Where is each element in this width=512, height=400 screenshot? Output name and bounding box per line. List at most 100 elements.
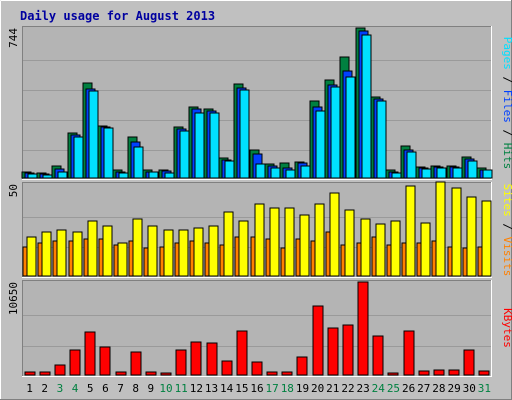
bar-sites-day-9: [147, 225, 158, 277]
bar-sites-day-3: [56, 229, 67, 277]
x-tick-label: 12: [190, 382, 203, 395]
x-tick-label: 4: [72, 382, 79, 395]
bar-pages-day-7: [118, 172, 129, 179]
bar-kbytes-day-18: [281, 371, 293, 376]
side-label-kbytes: KBytes: [501, 308, 512, 348]
x-tick-label: 5: [87, 382, 94, 395]
x-tick-label: 28: [432, 382, 445, 395]
x-tick-label: 25: [387, 382, 400, 395]
x-tick-label: 14: [220, 382, 234, 395]
side-label-sep1: /: [501, 217, 512, 237]
x-tick-label: 27: [417, 382, 430, 395]
bar-pages-day-30: [467, 160, 478, 179]
x-tick-label: 24: [372, 382, 386, 395]
bar-pages-day-16: [255, 163, 266, 179]
x-tick-label: 11: [175, 382, 188, 395]
side-label-sep2: /: [501, 123, 512, 143]
x-tick-label: 13: [205, 382, 218, 395]
x-tick-label: 19: [296, 382, 309, 395]
side-label-pages: Pages: [501, 37, 512, 70]
bar-pages-day-15: [239, 89, 250, 179]
bar-sites-day-4: [72, 231, 83, 277]
bar-sites-day-1: [26, 236, 37, 277]
bar-sites-day-29: [451, 187, 462, 277]
bar-kbytes-day-22: [342, 324, 354, 376]
x-tick-label: 26: [402, 382, 415, 395]
bar-kbytes-day-19: [296, 356, 308, 376]
side-label: KBytes: [501, 308, 512, 348]
bar-kbytes-day-20: [312, 305, 324, 376]
bar-kbytes-day-7: [115, 371, 127, 376]
y-max-label: 50: [7, 184, 20, 197]
side-label-visits: Visits: [501, 237, 512, 277]
bar-kbytes-day-26: [403, 330, 415, 376]
bar-sites-day-10: [163, 229, 174, 277]
bar-pages-day-20: [315, 110, 326, 179]
bar-sites-day-7: [117, 242, 128, 277]
bar-pages-day-21: [330, 86, 341, 179]
bar-kbytes-day-21: [327, 327, 339, 376]
bar-sites-day-14: [223, 211, 234, 277]
side-labels: Pages / Files / Hits Sites / Visits KBytes: [501, 37, 512, 348]
x-tick-label: 3: [57, 382, 64, 395]
bar-kbytes-day-5: [84, 331, 96, 376]
bar-pages-day-26: [406, 151, 417, 179]
bar-pages-day-2: [42, 174, 53, 179]
side-label-sites: Sites: [501, 184, 512, 217]
bar-sites-day-22: [344, 209, 355, 277]
bar-kbytes-day-11: [175, 349, 187, 376]
bar-kbytes-day-6: [99, 346, 111, 376]
bar-pages-day-9: [148, 171, 159, 179]
bar-pages-day-29: [452, 167, 463, 179]
x-tick-label: 2: [41, 382, 48, 395]
bar-sites-day-26: [405, 185, 416, 277]
bar-sites-day-5: [87, 220, 98, 277]
bar-kbytes-day-13: [206, 342, 218, 376]
x-tick-label: 16: [250, 382, 263, 395]
bar-kbytes-day-8: [130, 351, 142, 376]
bar-kbytes-day-25: [387, 372, 399, 376]
bar-sites-day-17: [269, 207, 280, 277]
bar-sites-day-18: [284, 207, 295, 277]
x-tick-label: 17: [266, 382, 279, 395]
y-max-label: 744: [7, 28, 20, 48]
x-tick-label: 1: [26, 382, 33, 395]
x-tick-label: 8: [132, 382, 139, 395]
bar-pages-day-25: [391, 172, 402, 179]
x-tick-label: 9: [148, 382, 155, 395]
bar-kbytes-day-27: [418, 370, 430, 376]
y-max-label: 10650: [7, 282, 20, 315]
bar-kbytes-day-4: [69, 349, 81, 376]
x-tick-label: 6: [102, 382, 109, 395]
chart-title: Daily usage for August 2013: [20, 9, 215, 23]
middle-panel: 50: [7, 181, 492, 278]
bar-pages-day-27: [421, 168, 432, 179]
bar-pages-day-24: [376, 100, 387, 179]
bar-pages-day-6: [103, 127, 114, 179]
bar-kbytes-day-31: [478, 370, 490, 376]
bar-sites-day-28: [435, 181, 446, 277]
bar-sites-day-31: [481, 200, 492, 277]
bar-kbytes-day-9: [145, 371, 157, 376]
side-label-hits: Hits: [501, 143, 512, 170]
top-panel: 744: [7, 26, 493, 180]
bar-kbytes-day-14: [221, 360, 233, 376]
bar-sites-day-23: [360, 218, 371, 277]
x-tick-label: 30: [463, 382, 476, 395]
bar-pages-day-28: [436, 167, 447, 179]
x-tick-label: 23: [357, 382, 370, 395]
bar-pages-day-3: [57, 171, 68, 179]
x-tick-label: 10: [159, 382, 172, 395]
bar-kbytes-day-24: [372, 335, 384, 376]
bar-sites-day-27: [420, 222, 431, 277]
bar-pages-day-18: [285, 169, 296, 179]
side-label-files: Files: [501, 90, 512, 123]
bar-kbytes-day-28: [433, 369, 445, 376]
bottom-panel: 10650: [7, 280, 492, 377]
x-tick-label: 15: [235, 382, 248, 395]
bar-kbytes-day-10: [160, 372, 172, 376]
bar-kbytes-day-15: [236, 330, 248, 376]
bar-sites-day-30: [466, 196, 477, 277]
side-label: Sites / Visits: [501, 184, 512, 277]
